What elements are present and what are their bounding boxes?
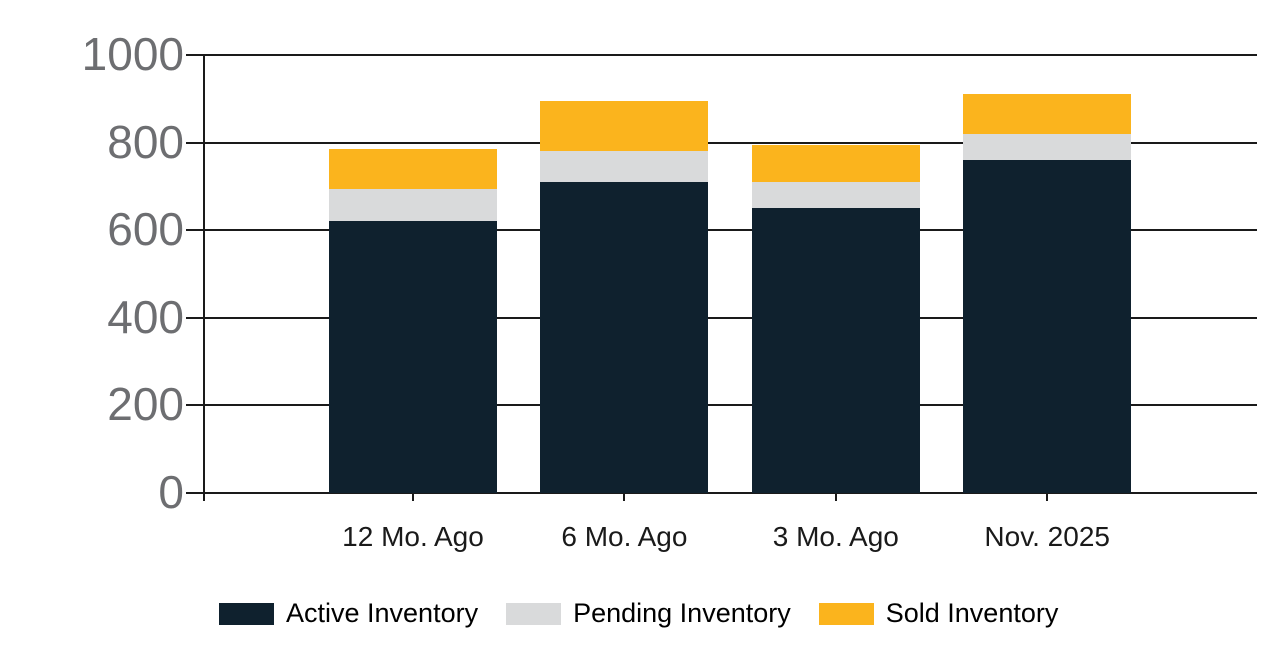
x-axis-category-label-3-mo-ago: 3 Mo. Ago — [772, 521, 899, 552]
gridline-1000 — [186, 54, 1257, 56]
bar-segment-pending-inventory-nov-2025 — [963, 133, 1132, 161]
legend-swatch-pending-inventory-icon — [506, 602, 562, 625]
legend-label-pending-inventory: Pending Inventory — [573, 598, 791, 628]
x-axis-tick-nov-2025 — [1046, 493, 1049, 501]
bar-segment-active-inventory-6-mo-ago — [540, 182, 709, 493]
legend-item-active-inventory: Active Inventory — [219, 600, 478, 627]
y-axis-tick-label-200: 200 — [107, 378, 184, 431]
bar-segment-pending-inventory-3-mo-ago — [751, 182, 920, 209]
y-axis-tick-label-800: 800 — [107, 115, 184, 168]
y-axis-tick-label-400: 400 — [107, 290, 184, 343]
gridline-400 — [186, 316, 1257, 319]
x-axis-tick-3-mo-ago — [834, 493, 837, 501]
bar-segment-pending-inventory-12-mo-ago — [329, 188, 497, 222]
bar-segment-active-inventory-3-mo-ago — [751, 208, 920, 493]
legend-item-sold-inventory: Sold Inventory — [818, 598, 1059, 628]
legend-label-sold-inventory: Sold Inventory — [885, 598, 1059, 628]
x-axis-category-label-nov-2025: Nov. 2025 — [984, 521, 1110, 552]
bar-segment-active-inventory-nov-2025 — [963, 160, 1132, 493]
gridline-600 — [186, 229, 1257, 232]
x-axis-category-label-6-mo-ago: 6 Mo. Ago — [561, 521, 688, 552]
x-axis-tick-6-mo-ago — [623, 493, 626, 501]
bar-segment-sold-inventory-6-mo-ago — [540, 100, 709, 152]
gridline-200 — [186, 404, 1257, 407]
legend-swatch-active-inventory-icon — [219, 602, 274, 625]
bar-segment-sold-inventory-12-mo-ago — [329, 149, 497, 189]
legend-label-active-inventory: Active Inventory — [286, 598, 479, 628]
y-axis-tick-label-600: 600 — [107, 203, 184, 256]
x-axis-category-label-12-mo-ago: 12 Mo. Ago — [342, 521, 484, 552]
legend-swatch-sold-inventory-icon — [818, 602, 874, 625]
x-axis-tick-12-mo-ago — [412, 493, 414, 501]
bar-segment-pending-inventory-6-mo-ago — [540, 151, 709, 183]
y-axis-tick-label-0: 0 — [158, 466, 184, 519]
y-axis-tick-label-1000: 1000 — [81, 28, 184, 81]
bar-segment-sold-inventory-nov-2025 — [963, 94, 1132, 134]
y-axis-line — [203, 54, 205, 501]
chart-legend: Active Inventory Pending Inventory Sold In… — [219, 600, 1058, 627]
gridline-0 — [186, 492, 1257, 494]
gridline-800 — [186, 141, 1257, 144]
legend-item-pending-inventory: Pending Inventory — [506, 600, 791, 627]
bar-segment-sold-inventory-3-mo-ago — [751, 144, 920, 182]
bar-segment-active-inventory-12-mo-ago — [329, 221, 497, 493]
